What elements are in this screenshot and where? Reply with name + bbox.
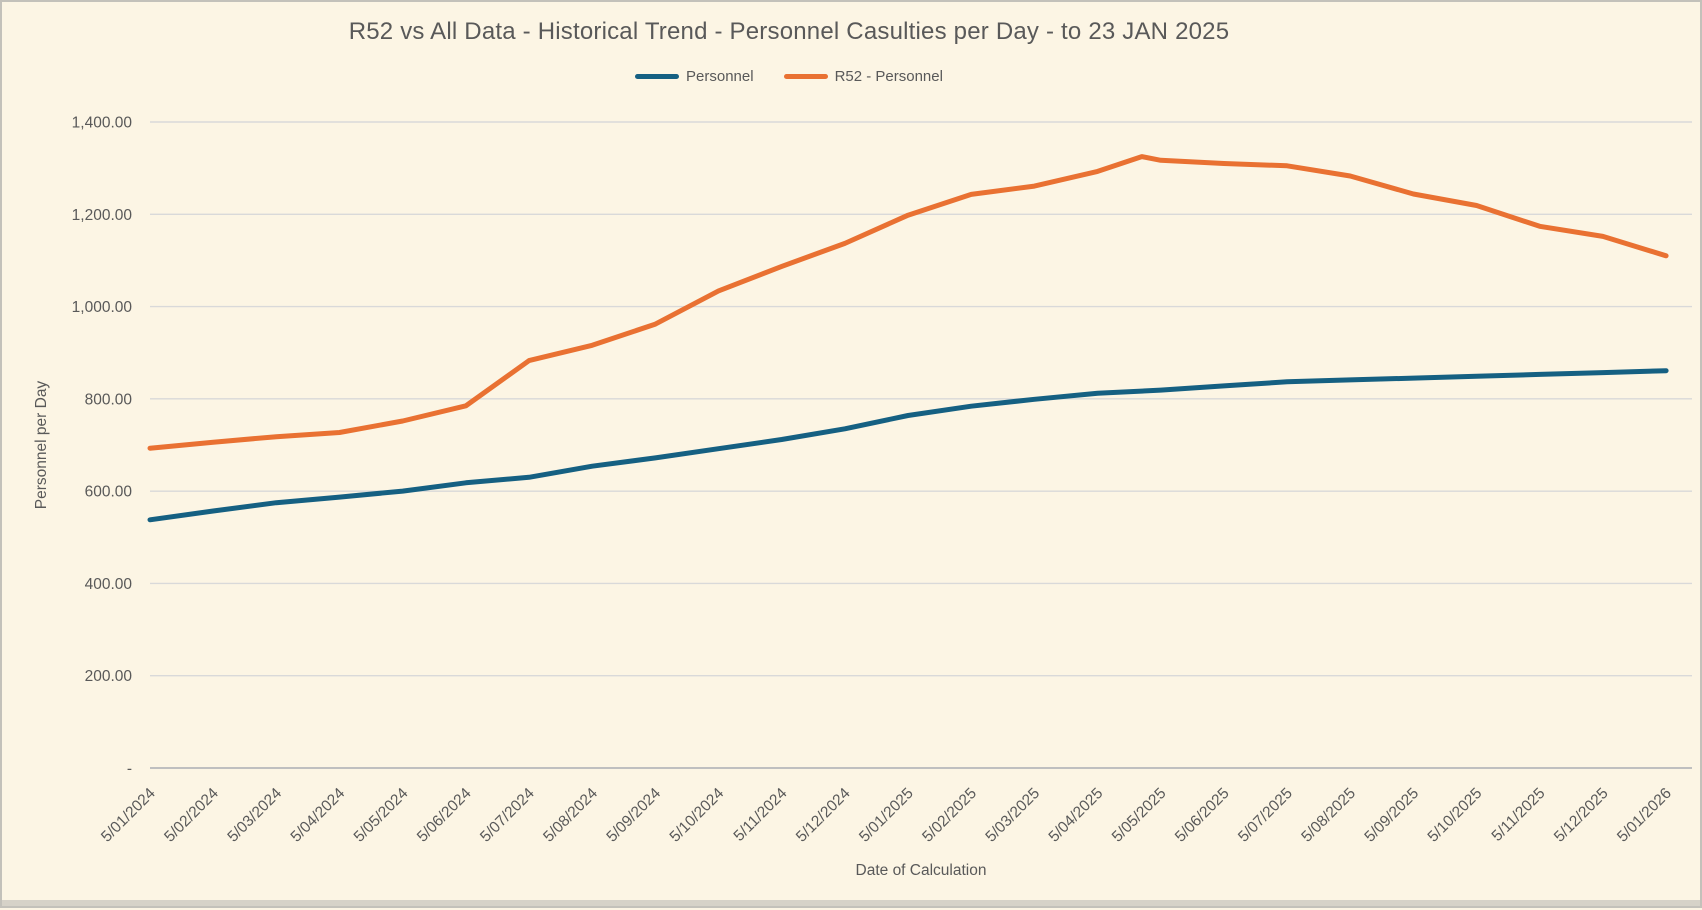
- legend: Personnel R52 - Personnel: [2, 68, 1576, 85]
- legend-swatch-personnel: [635, 74, 680, 79]
- x-tick-label: 5/08/2024: [540, 785, 601, 846]
- y-tick-label: 1,000.00: [72, 299, 133, 316]
- x-tick-label: 5/06/2024: [414, 785, 475, 846]
- x-tick-label: 5/05/2025: [1109, 785, 1170, 846]
- x-tick-label: 5/07/2024: [477, 785, 538, 846]
- legend-swatch-r52-personnel: [783, 74, 828, 79]
- y-tick-label: -: [127, 761, 132, 778]
- x-tick-label: 5/09/2024: [603, 785, 664, 846]
- x-tick-label: 5/11/2025: [1489, 785, 1549, 845]
- x-tick-label: 5/01/2024: [98, 785, 159, 846]
- x-tick-label: 5/08/2025: [1298, 785, 1359, 846]
- y-tick-label: 200.00: [85, 668, 133, 685]
- y-tick-label: 400.00: [85, 576, 133, 593]
- x-axis-title: Date of Calculation: [855, 862, 987, 879]
- legend-label: R52 - Personnel: [834, 68, 943, 85]
- y-tick-label: 1,200.00: [72, 207, 133, 224]
- legend-item-r52-personnel[interactable]: R52 - Personnel: [783, 68, 943, 85]
- bottom-edge-strip: [2, 900, 1700, 906]
- x-tick-label: 5/05/2024: [351, 785, 412, 846]
- x-tick-label: 5/10/2025: [1425, 785, 1486, 846]
- series-line-personnel[interactable]: [147, 368, 1669, 523]
- x-tick-label: 5/11/2024: [731, 785, 791, 845]
- x-tick-label: 5/03/2025: [982, 785, 1043, 846]
- x-tick-label: 5/06/2025: [1172, 785, 1233, 846]
- x-tick-label: 5/03/2024: [224, 785, 285, 846]
- x-tick-label: 5/09/2025: [1361, 785, 1422, 846]
- y-tick-label: 600.00: [85, 484, 133, 501]
- legend-label: Personnel: [686, 68, 754, 85]
- x-tick-label: 5/12/2025: [1551, 785, 1612, 846]
- x-tick-label: 5/02/2025: [919, 785, 980, 846]
- x-tick-label: 5/01/2025: [856, 785, 917, 846]
- x-tick-label: 5/07/2025: [1235, 785, 1296, 846]
- legend-item-personnel[interactable]: Personnel: [635, 68, 754, 85]
- x-tick-label: 5/10/2024: [667, 785, 728, 846]
- x-tick-label: 5/01/2026: [1614, 785, 1675, 846]
- x-tick-label: 5/12/2024: [793, 785, 854, 846]
- x-tick-label: 5/04/2025: [1046, 785, 1107, 846]
- series-line-r52-personnel[interactable]: [147, 154, 1669, 451]
- y-tick-label: 1,400.00: [72, 115, 133, 132]
- chart-title: R52 vs All Data - Historical Trend - Per…: [348, 18, 1230, 45]
- y-tick-label: 800.00: [85, 391, 133, 408]
- x-tick-label: 5/04/2024: [288, 785, 349, 846]
- x-tick-label: 5/02/2024: [161, 785, 222, 846]
